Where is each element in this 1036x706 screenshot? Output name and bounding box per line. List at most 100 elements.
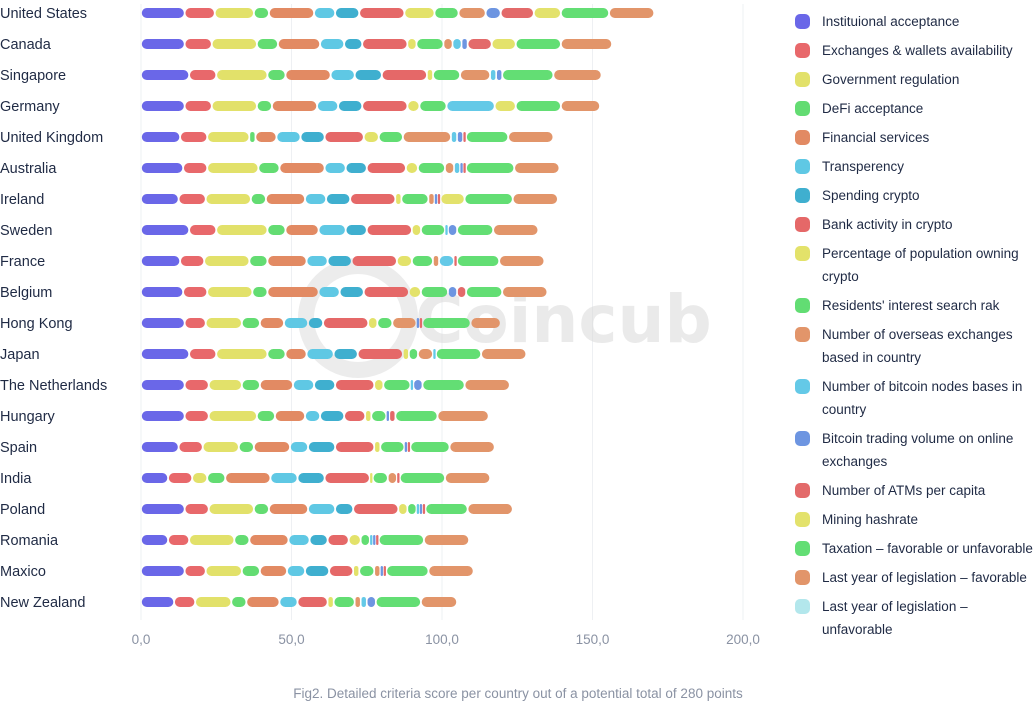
- bar-segment: [468, 504, 512, 514]
- bar-segment: [416, 318, 420, 328]
- country-label: Sweden: [0, 223, 52, 239]
- bar-segment: [465, 380, 509, 390]
- bar-segment: [328, 597, 333, 607]
- legend-label: DeFi acceptance: [822, 101, 924, 116]
- country-label: Hong Kong: [0, 316, 73, 332]
- bar-segment: [189, 225, 216, 235]
- bar-segment: [271, 473, 297, 483]
- bar-segment: [404, 442, 408, 452]
- bar-segment: [308, 504, 335, 514]
- bar-segment: [278, 39, 320, 49]
- legend-swatch: [795, 130, 810, 145]
- legend-label: Bitcoin trading volume on online exchang…: [822, 431, 1014, 469]
- legend-swatch: [795, 431, 810, 446]
- country-label: India: [0, 471, 32, 487]
- bar-segment: [314, 380, 335, 390]
- bar-segment: [407, 442, 411, 452]
- bar-segment: [352, 256, 397, 266]
- bar-segment: [335, 442, 374, 452]
- bar-segment: [340, 287, 363, 297]
- bar-segment: [418, 349, 433, 359]
- bar-segment: [369, 318, 377, 328]
- bar-segment: [338, 101, 362, 111]
- bar-segment: [280, 163, 324, 173]
- bar-segment: [376, 597, 421, 607]
- bar-segment: [372, 411, 386, 421]
- bar-segment: [195, 597, 231, 607]
- bar-segment: [503, 287, 547, 297]
- bar-segment: [141, 256, 180, 266]
- bar-segment: [493, 225, 538, 235]
- bar-segment: [206, 194, 251, 204]
- bar-segment: [466, 163, 514, 173]
- legend-label: Transperency: [822, 159, 905, 174]
- country-label: Japan: [0, 347, 40, 363]
- bar-segment: [367, 163, 406, 173]
- bar-segment: [174, 597, 195, 607]
- bar-segment: [141, 442, 178, 452]
- bar-segment: [453, 39, 461, 49]
- bar-segment: [260, 380, 293, 390]
- country-label: Romania: [0, 533, 59, 549]
- bar-segment: [516, 101, 561, 111]
- bar-segment: [382, 70, 427, 80]
- legend-label: Mining hashrate: [822, 512, 919, 527]
- bar-segment: [375, 566, 380, 576]
- bar-segment: [411, 442, 449, 452]
- bar-segment: [363, 101, 407, 111]
- bar-segment: [280, 597, 297, 607]
- legend: Instituional acceptance Exchanges & walle…: [794, 10, 1036, 647]
- bar-segment: [260, 318, 284, 328]
- bar-segment: [516, 39, 561, 49]
- bar-segment: [141, 535, 168, 545]
- bar-segment: [141, 163, 183, 173]
- bar-segment: [256, 132, 276, 142]
- bar-segment: [320, 39, 344, 49]
- bar-segment: [397, 256, 412, 266]
- legend-label: Residents' interest search rak: [822, 298, 1000, 313]
- bar-segment: [429, 194, 434, 204]
- legend-swatch: [795, 159, 810, 174]
- bar-segment: [534, 8, 561, 18]
- bar-segment: [457, 132, 463, 142]
- bar-segment: [457, 287, 466, 297]
- bar-segment: [433, 70, 460, 80]
- legend-swatch: [795, 599, 810, 614]
- bar-segment: [383, 566, 386, 576]
- bar-segment: [141, 39, 184, 49]
- bar-segment: [416, 504, 420, 514]
- bar-segment: [269, 504, 308, 514]
- bar-segment: [268, 225, 285, 235]
- country-label: Singapore: [0, 68, 66, 84]
- bar-segment: [499, 256, 544, 266]
- bar-segment: [319, 287, 339, 297]
- bar-segment: [335, 380, 374, 390]
- country-label: United Kingdom: [0, 130, 103, 146]
- bar-segment: [436, 349, 481, 359]
- bar-segment: [433, 256, 439, 266]
- bar-segment: [460, 70, 490, 80]
- bar-segment: [185, 101, 211, 111]
- bar-segment: [408, 101, 419, 111]
- bar-segment: [328, 256, 351, 266]
- bar-segment: [284, 318, 308, 328]
- bar-segment: [509, 132, 553, 142]
- bar-segment: [286, 70, 330, 80]
- bar-segment: [406, 163, 418, 173]
- bar-segment: [435, 8, 458, 18]
- bar-segment: [185, 411, 208, 421]
- bar-segment: [387, 566, 428, 576]
- bar-segment: [266, 194, 305, 204]
- bar-segment: [242, 380, 260, 390]
- bar-segment: [242, 566, 260, 576]
- bar-segment: [209, 504, 254, 514]
- bar-segment: [141, 597, 174, 607]
- country-label: Spain: [0, 440, 37, 456]
- legend-item: Mining hashrate: [794, 508, 1036, 531]
- bar-segment: [465, 194, 512, 204]
- bar-segment: [445, 163, 454, 173]
- bar-segment: [351, 194, 395, 204]
- bar-segment: [561, 101, 600, 111]
- bar-segment: [334, 349, 357, 359]
- legend-item: Residents' interest search rak: [794, 294, 1036, 317]
